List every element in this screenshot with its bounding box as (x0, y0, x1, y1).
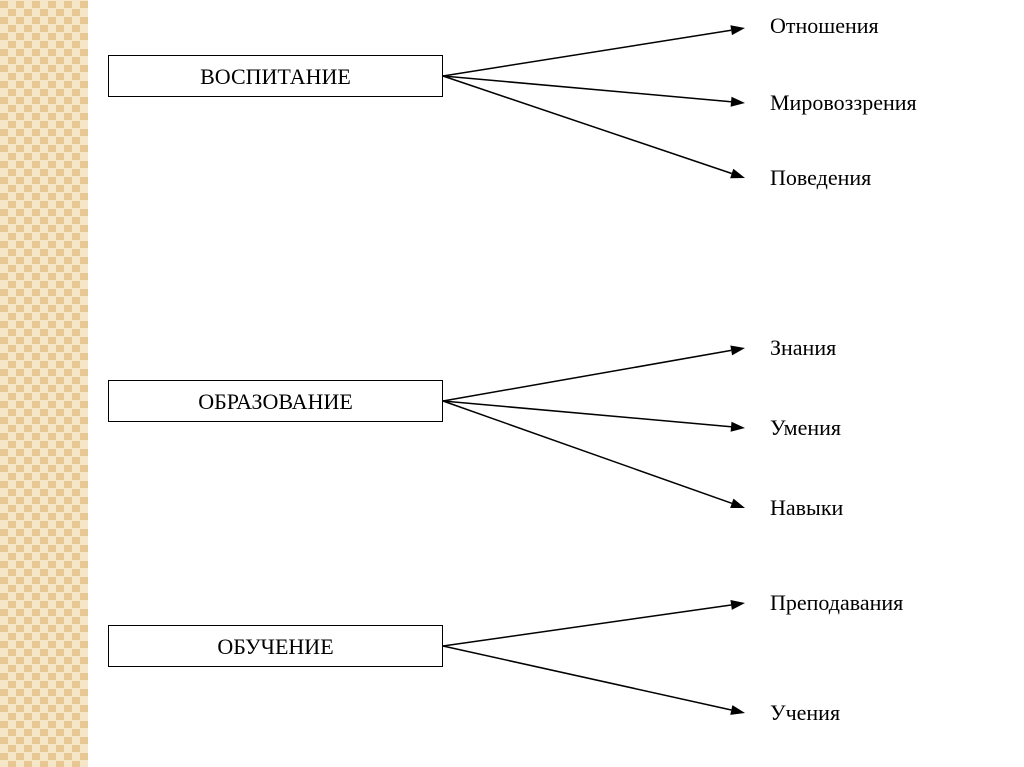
arrow-head-icon (730, 169, 745, 178)
arrow-head-icon (731, 422, 745, 432)
arrow-line (443, 76, 731, 102)
arrow-line (443, 646, 731, 710)
arrow-line (443, 350, 731, 401)
concept-box: ВОСПИТАНИЕ (108, 55, 443, 97)
concept-box: ОБУЧЕНИЕ (108, 625, 443, 667)
concept-box-label: ОБРАЗОВАНИЕ (198, 389, 353, 414)
target-label: Знания (770, 335, 836, 361)
concept-box-label: ОБУЧЕНИЕ (217, 634, 333, 659)
target-label: Отношения (770, 13, 879, 39)
arrow-line (443, 605, 731, 646)
target-label: Навыки (770, 495, 843, 521)
arrow-head-icon (730, 705, 745, 715)
concept-box-label: ВОСПИТАНИЕ (200, 64, 351, 89)
concept-box: ОБРАЗОВАНИЕ (108, 380, 443, 422)
arrow-line (443, 30, 731, 76)
arrow-head-icon (730, 25, 745, 35)
target-label: Преподавания (770, 590, 903, 616)
arrow-head-icon (730, 345, 745, 355)
diagram-stage: ВОСПИТАНИЕ ОБРАЗОВАНИЕ ОБУЧЕНИЕ Отношения Ми… (0, 0, 1024, 767)
arrow-head-icon (730, 600, 745, 610)
arrow-line (443, 401, 732, 503)
arrow-head-icon (730, 499, 745, 508)
target-label: Учения (770, 700, 840, 726)
target-label: Умения (770, 415, 841, 441)
arrow-line (443, 76, 732, 174)
arrow-head-icon (731, 97, 745, 107)
arrow-line (443, 401, 731, 427)
target-label: Поведения (770, 165, 871, 191)
target-label: Мировоззрения (770, 90, 917, 116)
